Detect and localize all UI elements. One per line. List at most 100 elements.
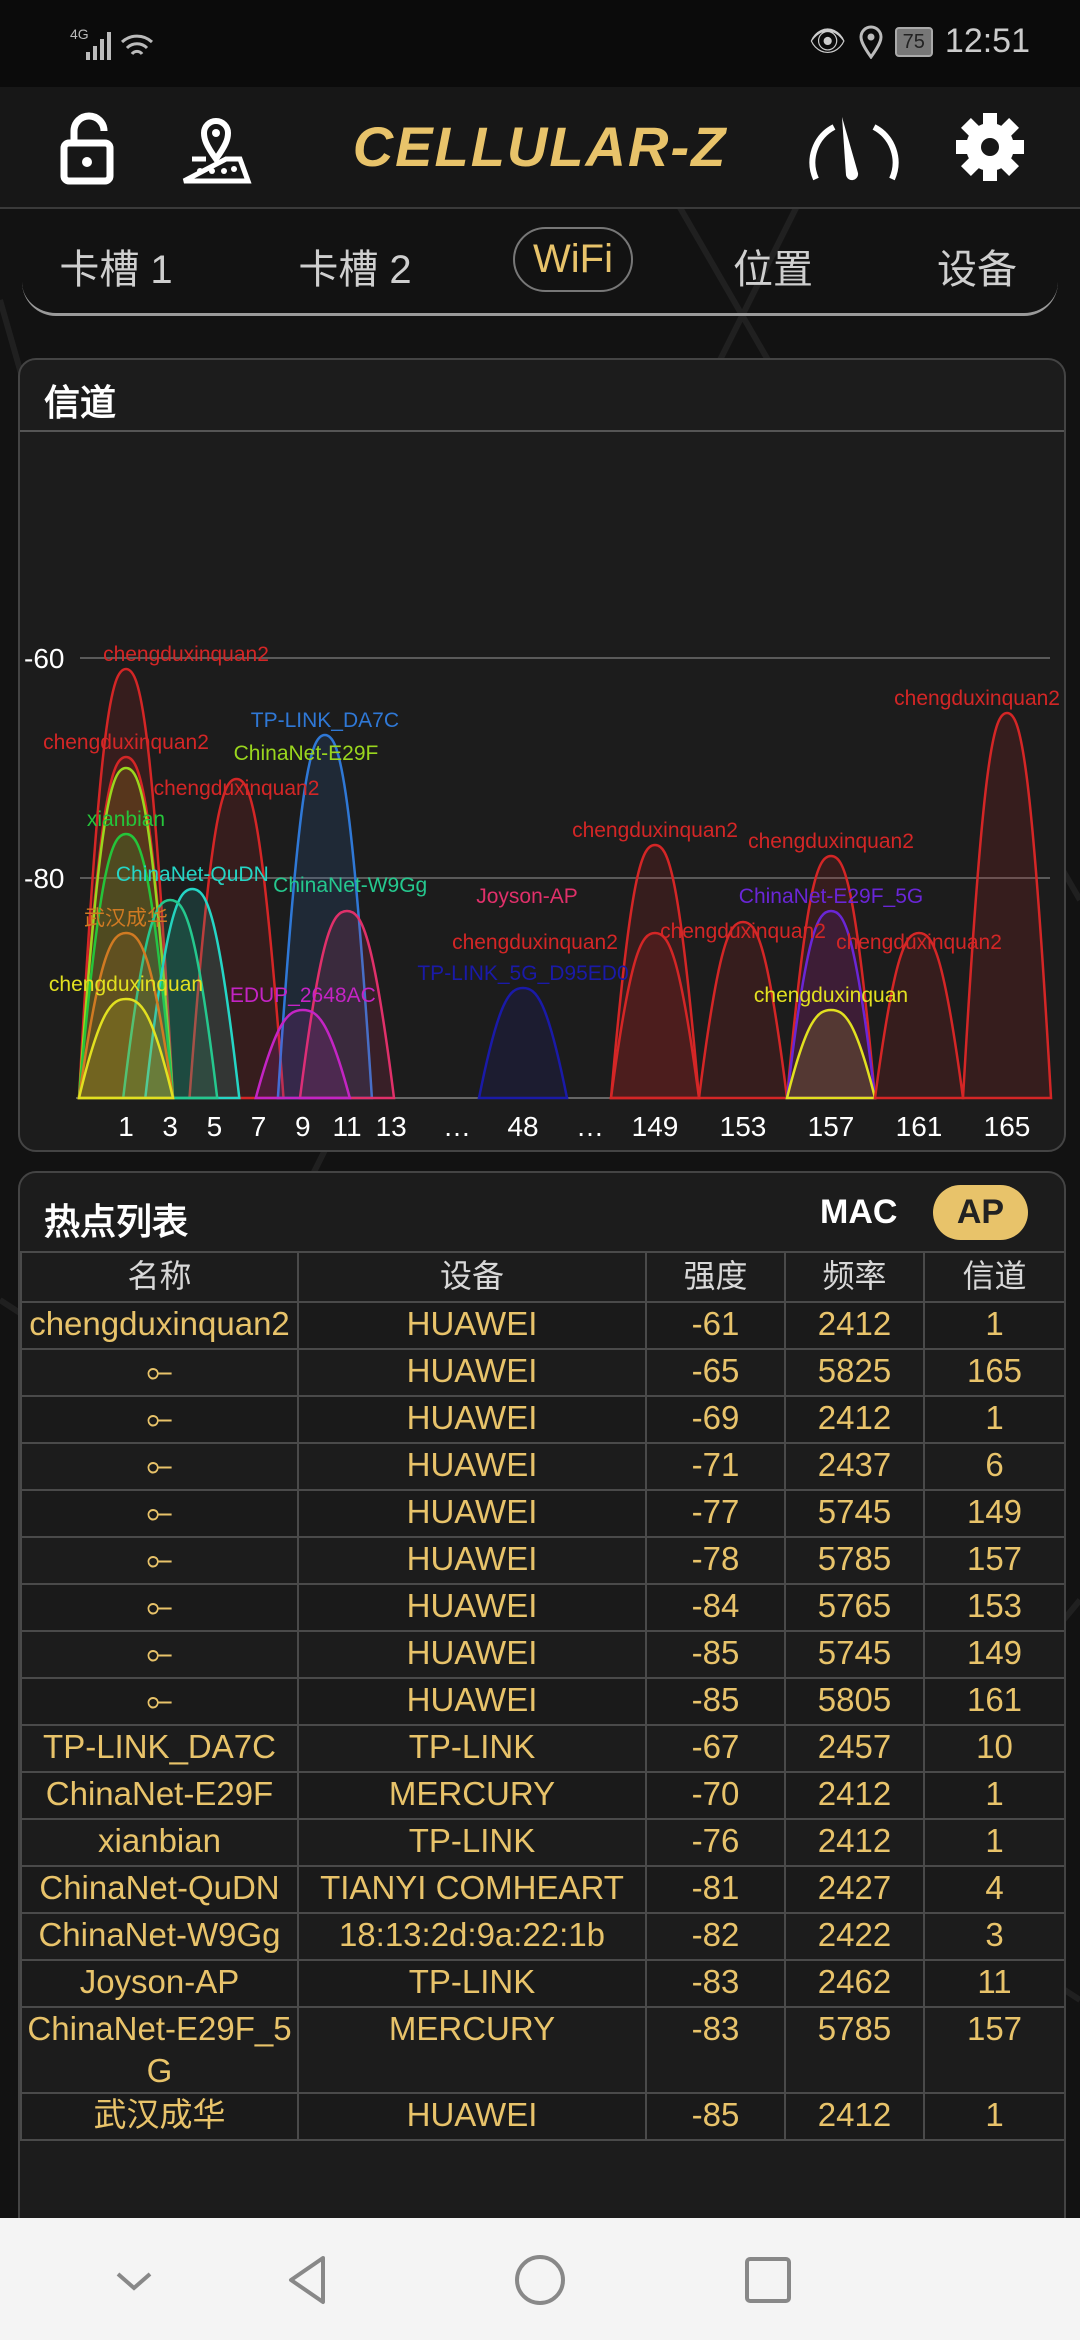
- strength-cell: -71: [645, 1442, 786, 1491]
- table-row[interactable]: ChinaNet-E29F_5G MERCURY -83 5785 157: [20, 2006, 1064, 2094]
- strength-cell: -83: [645, 2006, 786, 2094]
- strength-cell: -81: [645, 1865, 786, 1914]
- table-row[interactable]: chengduxinquan2 HUAWEI -61 2412 1: [20, 1301, 1064, 1350]
- table-row[interactable]: ⟜ HUAWEI -71 2437 6: [20, 1442, 1064, 1491]
- column-header[interactable]: 名称: [20, 1251, 299, 1303]
- frequency-cell: 2412: [784, 1301, 925, 1350]
- ap-toggle[interactable]: AP: [933, 1185, 1028, 1240]
- tab-slot-2[interactable]: 卡槽 2: [298, 248, 412, 292]
- device-cell: HUAWEI: [297, 1442, 647, 1491]
- signal-curve: [697, 920, 789, 1100]
- table-row[interactable]: ⟜ HUAWEI -84 5765 153: [20, 1583, 1064, 1632]
- strength-cell: -84: [645, 1583, 786, 1632]
- channel-cell: 6: [923, 1442, 1064, 1491]
- name-cell: Joyson-AP: [20, 1959, 299, 2008]
- device-cell: TP-LINK: [297, 1724, 647, 1773]
- series-label: EDUP_2648AC: [230, 984, 376, 1007]
- frequency-cell: 2422: [784, 1912, 925, 1961]
- tab-location[interactable]: 位置: [733, 248, 813, 292]
- name-cell: ⟜: [20, 1348, 299, 1397]
- table-row[interactable]: ChinaNet-E29F MERCURY -70 2412 1: [20, 1771, 1064, 1820]
- signal-curve: [77, 931, 175, 1100]
- signal-curve: [609, 843, 701, 1100]
- column-header[interactable]: 强度: [645, 1251, 786, 1303]
- home-icon[interactable]: [512, 2252, 568, 2308]
- device-cell: HUAWEI: [297, 1630, 647, 1679]
- table-row[interactable]: ⟜ HUAWEI -77 5745 149: [20, 1489, 1064, 1538]
- strength-cell: -85: [645, 1630, 786, 1679]
- name-cell: ChinaNet-W9Gg: [20, 1912, 299, 1961]
- clock: 12:51: [944, 22, 1030, 60]
- name-cell: ⟜: [20, 1536, 299, 1585]
- signal-curve: [276, 733, 374, 1100]
- x-tick-label: 149: [632, 1111, 679, 1142]
- gear-icon[interactable]: [952, 109, 1028, 185]
- table-row[interactable]: ⟜ HUAWEI -78 5785 157: [20, 1536, 1064, 1585]
- divider: [20, 430, 1064, 432]
- frequency-cell: 2412: [784, 1771, 925, 1820]
- table-row[interactable]: 武汉成华 HUAWEI -85 2412 1: [20, 2092, 1064, 2141]
- recents-icon[interactable]: [740, 2252, 796, 2308]
- frequency-cell: 5785: [784, 2006, 925, 2094]
- name-cell: xianbian: [20, 1818, 299, 1867]
- channel-cell: 1: [923, 1818, 1064, 1867]
- series-label: chengduxinquan2: [452, 931, 618, 954]
- table-row[interactable]: Joyson-AP TP-LINK -83 2462 11: [20, 1959, 1064, 2008]
- x-tick-label: 11: [332, 1111, 361, 1142]
- column-header[interactable]: 频率: [784, 1251, 925, 1303]
- tab-wifi[interactable]: WiFi: [513, 227, 633, 292]
- device-cell: HUAWEI: [297, 1395, 647, 1444]
- series-label: ChinaNet-W9Gg: [273, 874, 427, 897]
- signal-curve: [785, 1008, 877, 1100]
- frequency-cell: 5785: [784, 1536, 925, 1585]
- column-header[interactable]: 设备: [297, 1251, 647, 1303]
- signal-wifi-icon: [86, 32, 154, 60]
- frequency-cell: 5805: [784, 1677, 925, 1726]
- table-row[interactable]: xianbian TP-LINK -76 2412 1: [20, 1818, 1064, 1867]
- channel-cell: 1: [923, 1771, 1064, 1820]
- tab-device[interactable]: 设备: [937, 248, 1017, 292]
- table-row[interactable]: ⟜ HUAWEI -65 5825 165: [20, 1348, 1064, 1397]
- strength-cell: -61: [645, 1301, 786, 1350]
- strength-cell: -83: [645, 1959, 786, 2008]
- mac-toggle[interactable]: MAC: [820, 1193, 898, 1231]
- device-cell: HUAWEI: [297, 1348, 647, 1397]
- strength-cell: -85: [645, 1677, 786, 1726]
- tab-bar: 卡槽 1 卡槽 2 WiFi 位置 设备: [22, 209, 1058, 316]
- table-row[interactable]: ⟜ HUAWEI -69 2412 1: [20, 1395, 1064, 1444]
- name-cell: ⟜: [20, 1442, 299, 1491]
- table-row[interactable]: ChinaNet-QuDN TIANYI COMHEART -81 2427 4: [20, 1865, 1064, 1914]
- speedometer-icon[interactable]: [808, 109, 900, 185]
- table-row[interactable]: ⟜ HUAWEI -85 5805 161: [20, 1677, 1064, 1726]
- map-pin-icon[interactable]: [178, 109, 254, 185]
- device-cell: HUAWEI: [297, 1301, 647, 1350]
- battery-indicator: 75: [894, 26, 933, 57]
- frequency-cell: 2437: [784, 1442, 925, 1491]
- lock-open-icon[interactable]: [52, 109, 128, 185]
- table-row[interactable]: ChinaNet-W9Gg 18:13:2d:9a:22:1b -82 2422 3: [20, 1912, 1064, 1961]
- series-label: chengduxinquan2: [748, 830, 914, 853]
- signal-curve: [188, 777, 285, 1100]
- name-cell: 武汉成华: [20, 2092, 299, 2141]
- device-cell: HUAWEI: [297, 1536, 647, 1585]
- channel-cell: 165: [923, 1348, 1064, 1397]
- device-cell: TP-LINK: [297, 1818, 647, 1867]
- table-row[interactable]: TP-LINK_DA7C TP-LINK -67 2457 10: [20, 1724, 1064, 1773]
- signal-curve: [477, 986, 569, 1100]
- tab-slot-1[interactable]: 卡槽 1: [59, 248, 173, 292]
- device-cell: HUAWEI: [297, 1677, 647, 1726]
- frequency-cell: 5745: [784, 1630, 925, 1679]
- strength-cell: -69: [645, 1395, 786, 1444]
- chevron-down-icon[interactable]: [106, 2252, 162, 2308]
- series-label: ChinaNet-QuDN: [116, 863, 269, 886]
- column-header[interactable]: 信道: [923, 1251, 1064, 1303]
- x-tick-label: 13: [376, 1111, 407, 1142]
- back-icon[interactable]: [281, 2252, 337, 2308]
- channel-cell: 10: [923, 1724, 1064, 1773]
- device-cell: MERCURY: [297, 2006, 647, 2094]
- device-cell: HUAWEI: [297, 1583, 647, 1632]
- signal-curve: [77, 667, 175, 1100]
- table-row[interactable]: ⟜ HUAWEI -85 5745 149: [20, 1630, 1064, 1679]
- app-header: CELLULAR-Z: [0, 87, 1080, 209]
- series-label: chengduxinquan: [49, 973, 203, 996]
